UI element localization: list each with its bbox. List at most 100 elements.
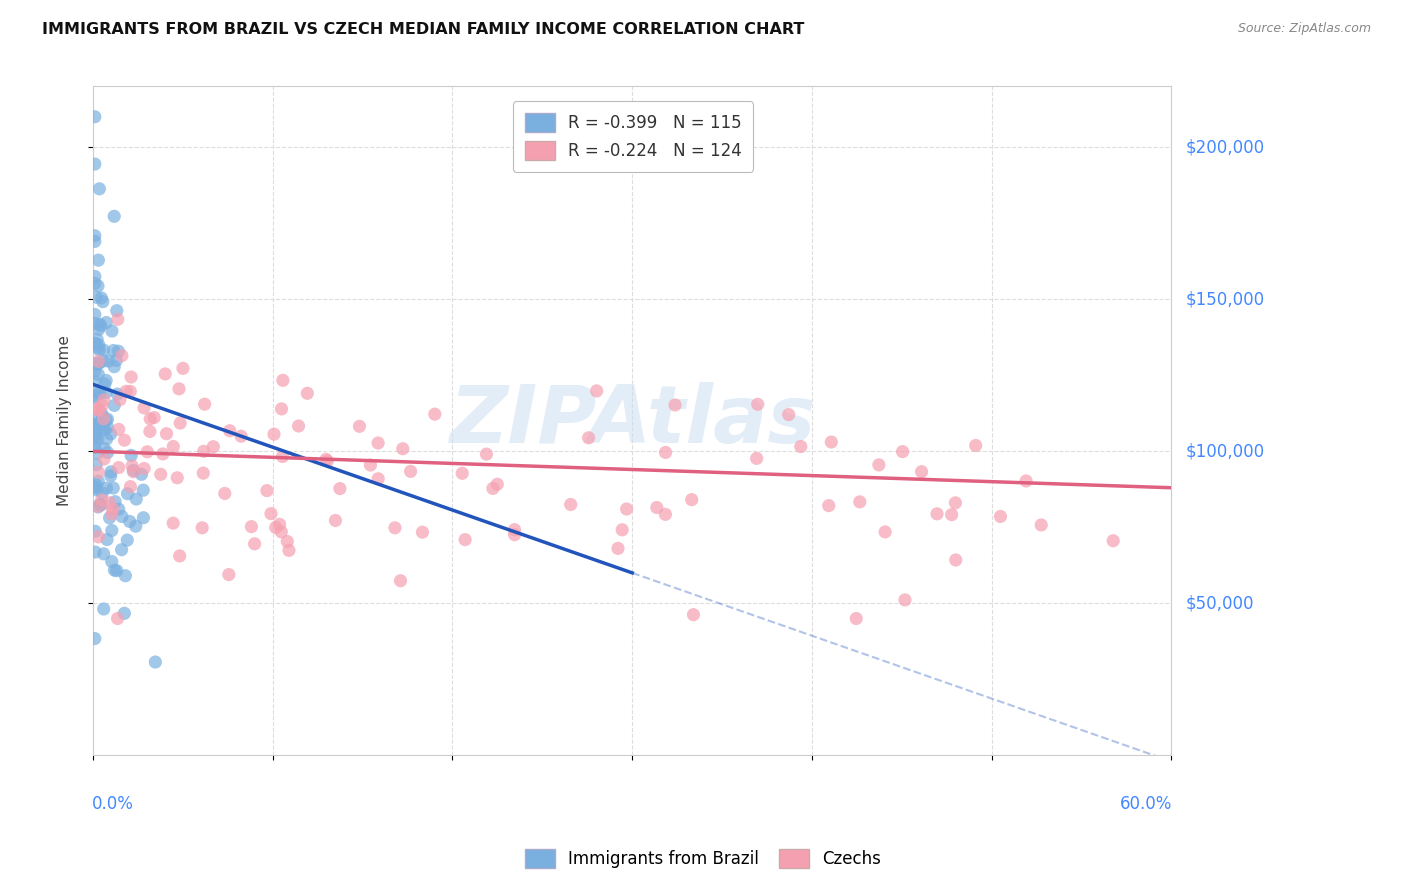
Point [87,474,110,488]
Point [84,290,107,304]
Point [849,495,872,509]
Point [111,349,134,363]
Point [96,432,118,446]
Point [93,420,115,434]
Point [162,440,184,454]
Point [91,354,114,368]
Point [475,447,498,461]
Point [83,277,105,291]
Point [114,568,136,582]
Point [89,343,111,357]
Point [263,427,285,442]
Point [84,336,107,351]
Point [654,445,676,459]
Point [107,502,129,516]
Point [276,534,298,549]
Text: 0.0%: 0.0% [91,796,134,814]
Point [84,424,107,438]
Point [155,367,177,381]
Point [93,547,115,561]
Point [391,442,413,456]
Text: $150,000: $150,000 [1185,290,1264,309]
Point [105,353,128,368]
Point [645,500,668,515]
Point [240,519,263,533]
Point [325,513,347,527]
Point [560,498,582,512]
Point [868,458,890,472]
Point [87,500,110,514]
Point [107,344,129,359]
Point [84,458,107,472]
Point [152,447,174,461]
Point [612,523,634,537]
Point [87,279,110,293]
Point [90,493,112,508]
Point [654,508,676,522]
Point [103,399,125,413]
Point [104,494,127,508]
Point [86,332,108,346]
Point [83,364,105,378]
Point [118,515,141,529]
Point [194,397,217,411]
Point [111,509,134,524]
Point [191,521,214,535]
Point [93,602,115,616]
Point [149,467,172,482]
Point [411,525,433,540]
Point [925,507,948,521]
Point [87,322,110,336]
Point [1015,474,1038,488]
Point [94,377,117,392]
Point [269,517,291,532]
Point [89,182,111,196]
Point [90,417,112,431]
Point [87,500,110,514]
Point [103,343,125,358]
Point [367,472,389,486]
Point [96,481,118,495]
Point [256,483,278,498]
Point [231,429,253,443]
Point [243,537,266,551]
Point [134,401,156,415]
Point [139,412,162,426]
Point [83,308,105,322]
Point [87,338,110,352]
Point [399,464,422,478]
Point [105,564,128,578]
Point [112,433,135,447]
Point [423,407,446,421]
Point [965,438,987,452]
Point [87,357,110,371]
Point [121,458,143,473]
Point [86,446,108,460]
Point [894,593,917,607]
Point [103,481,125,495]
Point [87,466,110,480]
Point [101,502,124,516]
Point [83,417,105,432]
Point [87,530,110,544]
Point [98,496,121,510]
Point [136,445,159,459]
Point [100,426,122,441]
Point [820,435,842,450]
Point [139,425,162,439]
Point [87,401,110,416]
Point [86,483,108,497]
Point [270,524,292,539]
Point [578,431,600,445]
Point [84,388,107,402]
Point [778,408,800,422]
Point [110,542,132,557]
Text: $100,000: $100,000 [1185,442,1264,460]
Point [260,507,283,521]
Legend: Immigrants from Brazil, Czechs: Immigrants from Brazil, Czechs [519,842,887,875]
Point [270,401,292,416]
Point [120,449,142,463]
Point [120,384,142,399]
Point [607,541,630,556]
Point [169,549,191,563]
